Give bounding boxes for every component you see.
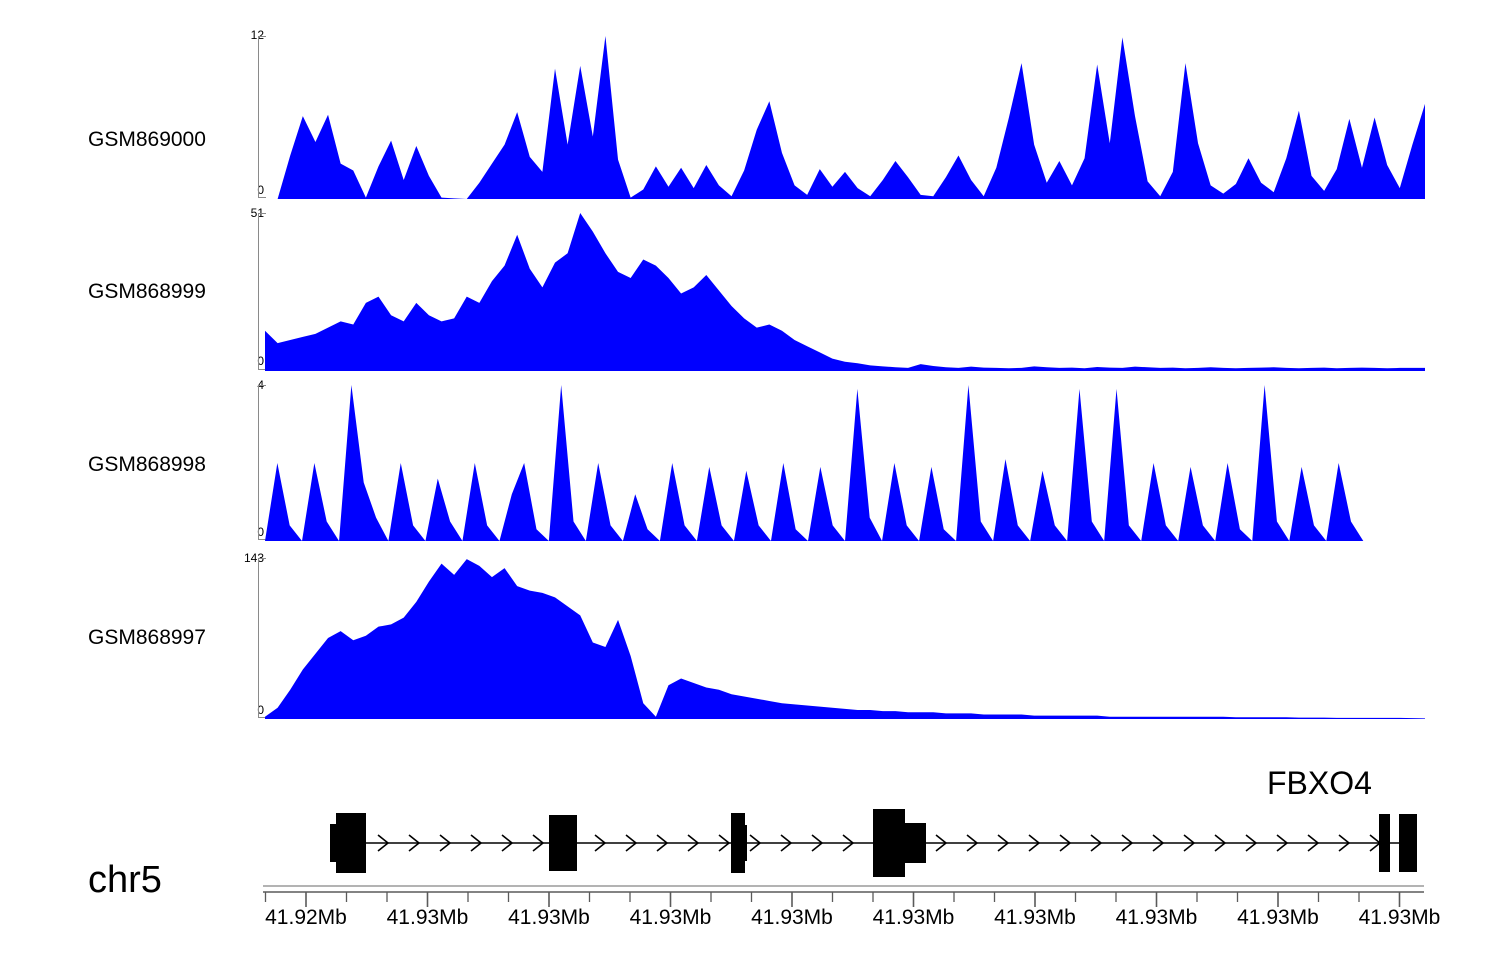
strand-arrow [1276, 834, 1289, 852]
strand-arrow [1059, 834, 1072, 852]
strand-arrow [1028, 834, 1041, 852]
strand-arrow [1152, 834, 1165, 852]
track-label-GSM868998: GSM868998 [88, 453, 206, 476]
track-label-GSM868999: GSM868999 [88, 280, 206, 303]
axis-bracket-GSM868999 [258, 213, 266, 370]
coverage-area-GSM868998 [265, 385, 1388, 541]
exon-box[interactable] [735, 825, 747, 861]
coverage-plot-GSM868997 [265, 558, 1425, 719]
strand-arrow [1214, 834, 1227, 852]
strand-arrow [625, 834, 638, 852]
exon-box[interactable] [1379, 814, 1390, 872]
exon-box[interactable] [336, 813, 366, 873]
strand-arrow [811, 834, 824, 852]
strand-arrow [532, 834, 545, 852]
exon-box[interactable] [1399, 814, 1417, 872]
strand-arrow [470, 834, 483, 852]
axis-tick-label: 41.93Mb [751, 906, 833, 929]
coverage-track-GSM868997: GSM868997 143 0 [0, 548, 1500, 720]
strand-arrow [408, 834, 421, 852]
coverage-plot-GSM868998 [265, 385, 1388, 541]
axis-tick-label: 41.93Mb [629, 906, 712, 929]
strand-arrow [687, 834, 700, 852]
axis-min-label-GSM868999: 0 [257, 354, 264, 368]
coverage-track-GSM869000: GSM869000 12 0 [0, 28, 1500, 200]
strand-arrow [997, 834, 1010, 852]
strand-arrow [1338, 834, 1351, 852]
axis-bracket-GSM868997 [258, 558, 266, 718]
axis-bracket-GSM868998 [258, 385, 266, 540]
strand-arrow [842, 834, 855, 852]
strand-arrow [656, 834, 669, 852]
coverage-plot-GSM869000 [265, 36, 1425, 199]
strand-arrow [1183, 834, 1196, 852]
track-axis-GSM868999: 51 0 [228, 202, 264, 370]
axis-tick-label: 41.93Mb [1237, 906, 1319, 929]
strand-arrow [1245, 834, 1258, 852]
genome-coordinate-axis: 41.92Mb 41.93Mb 41.93Mb 41.93Mb 41.93Mb 41.93… [0, 876, 1500, 980]
axis-tick-label: 41.93Mb [1115, 906, 1198, 929]
track-label-GSM868997: GSM868997 [88, 626, 206, 649]
axis-ticks [263, 891, 1424, 907]
strand-arrow [501, 834, 514, 852]
track-axis-GSM869000: 12 0 [228, 28, 264, 197]
gene-model-svg[interactable] [0, 755, 1500, 905]
strand-arrow [749, 834, 762, 852]
strand-arrow [780, 834, 793, 852]
coverage-track-GSM868999: GSM868999 51 0 [0, 202, 1500, 374]
exon-box[interactable] [549, 815, 577, 871]
coverage-area-GSM868997 [265, 559, 1425, 719]
axis-min-label-GSM868997: 0 [257, 703, 264, 717]
strand-arrow [1307, 834, 1320, 852]
axis-max-label-GSM868999: 51 [250, 206, 264, 220]
axis-min-label-GSM868998: 0 [257, 525, 264, 539]
axis-min-label-GSM869000: 0 [257, 183, 264, 197]
gene-name-label: FBXO4 [1267, 765, 1372, 801]
strand-arrow [377, 834, 390, 852]
strand-arrow [966, 834, 979, 852]
strand-arrow [594, 834, 607, 852]
strand-arrow [439, 834, 452, 852]
track-label-GSM869000: GSM869000 [88, 128, 206, 151]
axis-tick-label: 41.93Mb [386, 906, 469, 929]
coverage-plot-GSM868999 [265, 213, 1425, 371]
coverage-area-GSM869000 [265, 36, 1425, 199]
axis-tick-label: 41.93Mb [508, 906, 590, 929]
exon-box[interactable] [330, 824, 338, 862]
axis-tick-label: 41.92Mb [265, 906, 347, 929]
strand-arrow [718, 834, 731, 852]
coverage-track-GSM868998: GSM868998 4 0 [0, 375, 1500, 543]
axis-tick-label: 41.93Mb [872, 906, 955, 929]
gene-annotation-track: FBXO4 chr5 [0, 755, 1500, 905]
strand-arrow [935, 834, 948, 852]
strand-arrow [1121, 834, 1134, 852]
axis-max-label-GSM869000: 12 [250, 28, 264, 42]
axis-bracket-GSM869000 [258, 36, 266, 198]
exon-box[interactable] [898, 823, 926, 863]
chromosome-label: chr5 [88, 859, 162, 901]
axis-tick-label: 41.93Mb [1358, 906, 1441, 929]
strand-arrow [1090, 834, 1103, 852]
coverage-area-GSM868999 [265, 213, 1425, 371]
axis-tick-label: 41.93Mb [994, 906, 1076, 929]
